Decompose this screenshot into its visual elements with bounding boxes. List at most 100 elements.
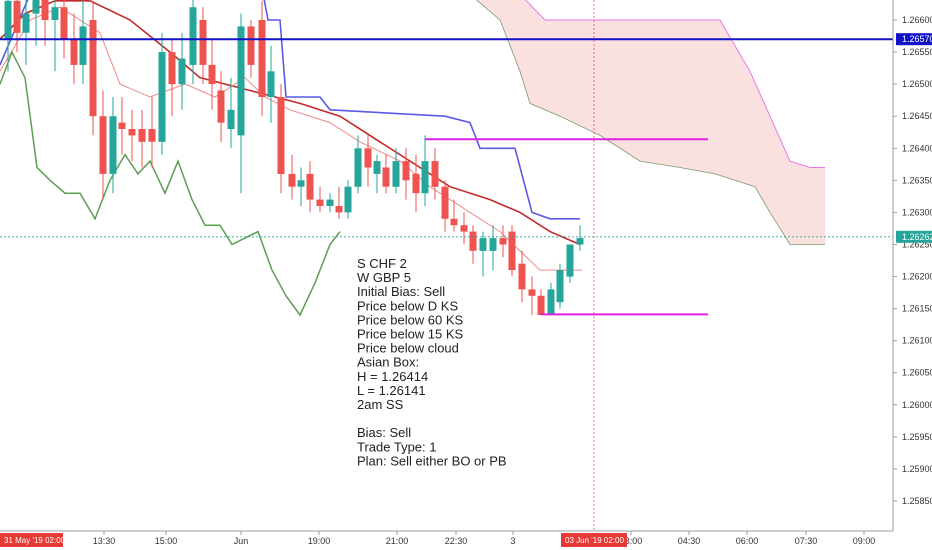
candle-body <box>288 173 296 187</box>
candle-body <box>412 173 420 194</box>
candle-body <box>138 129 146 142</box>
candle-body <box>189 7 197 65</box>
candle <box>89 0 97 136</box>
candle-body <box>22 13 30 33</box>
annotation-line: Price below 60 KS <box>357 312 464 327</box>
candle-body <box>247 26 255 65</box>
annotation-line: Plan: Sell either BO or PB <box>357 453 507 468</box>
time-axis-bg <box>0 531 932 550</box>
price-axis[interactable]: 1.26600 1.26550 1.26500 1.26450 1.26400 1.263… <box>892 0 932 550</box>
candle-body <box>258 20 266 97</box>
candle <box>566 244 574 283</box>
candle <box>460 212 468 245</box>
candle-body <box>392 161 400 187</box>
price-tick-label: 1.25900 <box>902 464 932 474</box>
candle <box>41 0 49 46</box>
candle <box>227 77 235 149</box>
annotation-line: Price below cloud <box>357 341 459 356</box>
price-tick-label: 1.26450 <box>902 111 932 121</box>
candle <box>421 135 429 206</box>
candle-body <box>364 148 372 168</box>
candle <box>32 0 40 46</box>
candle-body <box>79 26 87 65</box>
cloud-span-b <box>476 0 825 245</box>
candle <box>247 20 255 78</box>
annotation-line: H = 1.26414 <box>357 369 428 384</box>
candle-body <box>344 186 352 213</box>
candle-body <box>373 161 381 174</box>
candle <box>450 199 458 232</box>
candle-body <box>277 97 285 174</box>
candle <box>60 0 68 59</box>
time-tick-label: 13:30 <box>93 536 116 546</box>
candle-body <box>70 39 78 65</box>
candle-body <box>518 263 526 290</box>
cursor-time-flag <box>561 533 627 547</box>
candle <box>22 0 30 65</box>
price-label-badge <box>896 33 932 46</box>
candle <box>51 0 59 72</box>
candle-body <box>537 295 545 315</box>
time-tick-label: 09:00 <box>853 536 876 546</box>
candle-body <box>450 218 458 226</box>
candle-body <box>547 289 555 316</box>
candle-body <box>13 0 21 33</box>
candle-body <box>109 116 117 174</box>
time-tick-label: 04:30 <box>678 536 701 546</box>
time-tick-label: 3 <box>510 536 515 546</box>
candle <box>479 231 487 277</box>
candle <box>199 7 207 85</box>
candle-body <box>528 289 536 296</box>
candle <box>489 225 497 271</box>
annotation-line: Price below 15 KS <box>357 327 464 342</box>
price-tick-label: 1.26100 <box>902 336 932 346</box>
candle-body <box>237 26 245 136</box>
candle <box>382 154 390 194</box>
candle <box>297 167 305 206</box>
price-tick-label: 1.26200 <box>902 272 932 282</box>
price-tick-label: 1.26500 <box>902 79 932 89</box>
candle-body <box>217 90 225 123</box>
candle <box>288 154 296 200</box>
time-tick-label: 03:00 <box>620 536 643 546</box>
candle-body <box>460 225 468 232</box>
price-tick-label: 1.26000 <box>902 400 932 410</box>
annotation-line: 2am SS <box>357 397 404 412</box>
candle-body <box>499 238 507 245</box>
candle-body <box>441 186 449 219</box>
candle <box>364 135 372 187</box>
candle-body <box>118 122 126 129</box>
annotation-line: Trade Type: 1 <box>357 439 437 454</box>
annotation-line: Asian Box: <box>357 355 419 370</box>
price-label-badge <box>896 230 932 243</box>
time-tick-label: Jun <box>234 536 249 546</box>
candle-body <box>566 244 574 277</box>
candle-body <box>576 238 584 245</box>
candle <box>217 71 225 142</box>
candle <box>277 84 285 194</box>
candle-body <box>469 231 477 251</box>
candle <box>4 0 12 72</box>
candle-body <box>51 7 59 20</box>
price-axis-bg <box>893 0 932 550</box>
price-tick-label: 1.26550 <box>902 47 932 57</box>
candle <box>158 32 166 155</box>
candle <box>148 97 156 168</box>
candle <box>354 135 362 194</box>
candle <box>267 45 275 123</box>
candle-body <box>32 0 40 14</box>
candle <box>99 90 107 200</box>
annotation-line <box>357 411 361 426</box>
time-tick-label: 15:00 <box>155 536 178 546</box>
annotation-line: Initial Bias: Sell <box>357 284 445 299</box>
time-axis[interactable]: 13:30 15:00 Jun 19:00 21:00 22:30 3 03:00 04:30 0… <box>0 530 932 550</box>
candle <box>392 148 400 194</box>
candle <box>109 97 117 194</box>
candle <box>118 97 126 155</box>
kijun-line <box>0 0 580 220</box>
candle-body <box>316 199 324 206</box>
candle-body <box>306 173 314 200</box>
